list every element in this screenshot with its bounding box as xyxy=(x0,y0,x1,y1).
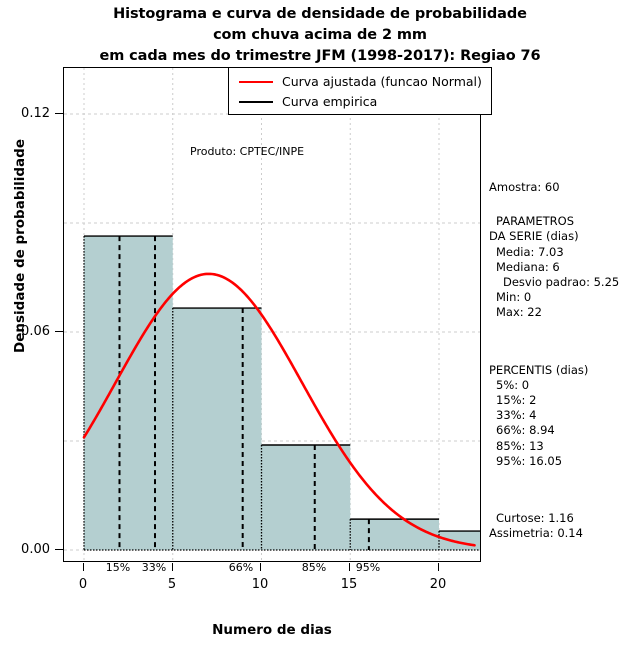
x-tick-label-3: 15 xyxy=(340,577,358,592)
producer-credit: Produto: CPTEC/INPE xyxy=(190,145,305,158)
x-tick-mark-1 xyxy=(172,563,173,571)
stats-spacer-1 xyxy=(489,195,637,214)
stat-median: Mediana: 6 xyxy=(496,259,560,274)
stat-percentile-95: 95%: 16.05 xyxy=(496,453,563,468)
legend-label-empirical: Curva empirica xyxy=(282,94,378,109)
y-tick-mark-2 xyxy=(55,113,63,114)
x-tick-label-0: 0 xyxy=(78,577,88,592)
legend-item-empirical: Curva empirica xyxy=(229,92,491,112)
stat-percentile-5: 5%: 0 xyxy=(496,377,530,392)
stat-kurtosis: Curtose: 1.16 xyxy=(496,511,574,526)
legend-line-black-icon xyxy=(239,101,273,103)
histogram-bar-0 xyxy=(84,236,173,550)
fitted-normal-curve xyxy=(82,272,476,547)
stat-std-dev: Desvio padrao: 5.25 xyxy=(503,275,620,290)
percentile-markers xyxy=(118,236,370,550)
percentile-label-33: 33% xyxy=(141,561,167,574)
x-tick-mark-3 xyxy=(349,563,350,571)
histogram-bar-1 xyxy=(172,308,262,550)
stats-spacer-2 xyxy=(489,321,637,363)
x-tick-mark-2 xyxy=(260,563,261,571)
page-title: Histograma e curva de densidade de proba… xyxy=(0,4,640,67)
y-tick-mark-1 xyxy=(55,331,63,332)
x-tick-label-1: 5 xyxy=(167,577,177,592)
legend-item-fitted: Curva ajustada (funcao Normal) xyxy=(229,72,491,92)
legend: Curva ajustada (funcao Normal) Curva emp… xyxy=(228,67,492,115)
stat-sample-size: Amostra: 60 xyxy=(489,180,560,194)
histogram-bar-2 xyxy=(261,444,351,550)
histogram-bar-3 xyxy=(350,519,439,550)
percentile-label-15: 15% xyxy=(105,561,131,574)
stat-mean: Media: 7.03 xyxy=(496,244,564,259)
stat-percentile-33: 33%: 4 xyxy=(496,408,537,423)
plot-inner xyxy=(64,68,480,561)
stats-spacer-3 xyxy=(489,469,637,511)
y-tick-mark-0 xyxy=(55,549,63,550)
percentile-label-66: 66% xyxy=(228,561,254,574)
plot-area xyxy=(63,67,481,562)
stat-params-heading-1: PARAMETROS xyxy=(496,214,575,229)
stat-percentiles-heading: PERCENTIS (dias) xyxy=(489,362,589,377)
y-tick-label-0: 0.00 xyxy=(21,542,50,557)
x-tick-label-4: 20 xyxy=(429,577,447,592)
statistics-panel: Amostra: 60 PARAMETROS DA SERIE (dias) M… xyxy=(489,180,637,541)
legend-label-fitted: Curva ajustada (funcao Normal) xyxy=(282,74,482,89)
percentile-label-85: 85% xyxy=(301,561,327,574)
y-tick-label-2: 0.12 xyxy=(21,106,50,121)
stat-params-heading-2: DA SERIE (dias) xyxy=(489,229,579,244)
stat-percentile-66: 66%: 8.94 xyxy=(496,423,555,438)
stat-skewness: Assimetria: 0.14 xyxy=(489,526,583,541)
y-axis-title: Densidade de probabilidade xyxy=(12,139,28,353)
percentile-label-95: 95% xyxy=(355,561,381,574)
title-line-3: em cada mes do trimestre JFM (1998-2017)… xyxy=(99,48,541,64)
title-line-1: Histograma e curva de densidade de proba… xyxy=(113,6,527,22)
histogram-density-plot xyxy=(64,68,480,561)
histogram-bars xyxy=(83,235,480,551)
x-tick-mark-4 xyxy=(438,563,439,571)
legend-line-red-icon xyxy=(239,81,273,83)
x-tick-label-2: 10 xyxy=(251,577,269,592)
stat-max: Max: 22 xyxy=(496,305,542,320)
stat-percentile-15: 15%: 2 xyxy=(496,393,537,408)
x-axis-title: Numero de dias xyxy=(212,622,332,638)
stat-min: Min: 0 xyxy=(496,290,532,305)
title-line-2: com chuva acima de 2 mm xyxy=(213,27,427,43)
y-tick-label-1: 0.06 xyxy=(21,324,50,339)
x-tick-mark-0 xyxy=(83,563,84,571)
stat-percentile-85: 85%: 13 xyxy=(496,438,544,453)
histogram-bar-4 xyxy=(439,531,480,550)
